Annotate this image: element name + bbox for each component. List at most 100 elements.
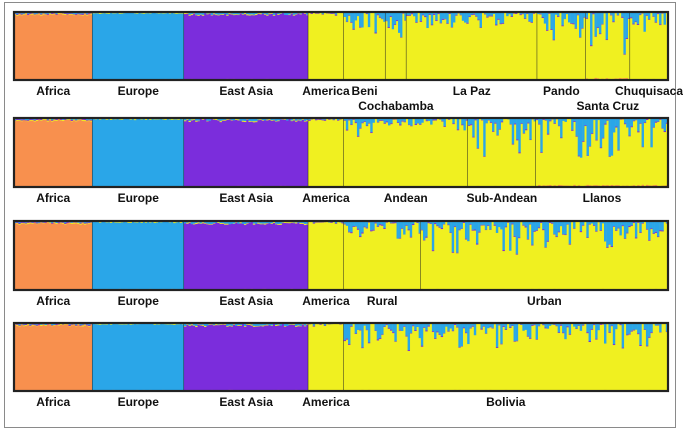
admixture-bar xyxy=(452,123,455,125)
admixture-bar xyxy=(645,221,649,229)
admixture-bar xyxy=(572,12,575,24)
admixture-bar xyxy=(173,222,176,224)
admixture-bar xyxy=(223,119,227,121)
admixture-bar xyxy=(577,325,580,326)
admixture-bar xyxy=(365,221,369,228)
admixture-bar xyxy=(24,223,28,225)
admixture-bar xyxy=(339,323,342,325)
admixture-bar xyxy=(469,327,472,329)
admixture-bar xyxy=(403,118,406,122)
admixture-bar xyxy=(294,120,298,122)
admixture-bar xyxy=(535,221,538,231)
admixture-bar xyxy=(634,237,638,239)
admixture-bar xyxy=(212,324,216,326)
admixture-bar xyxy=(573,221,576,229)
admixture-bar xyxy=(312,325,316,327)
admixture-bar xyxy=(186,119,189,121)
admixture-bar xyxy=(306,12,309,15)
admixture-bar xyxy=(552,39,555,41)
admixture-bar xyxy=(482,221,485,225)
admixture-bar xyxy=(215,118,218,121)
admixture-bar xyxy=(527,118,530,123)
admixture-bar xyxy=(252,323,256,326)
admixture-bar xyxy=(466,12,469,23)
admixture-bar xyxy=(435,20,438,21)
admixture-bar xyxy=(270,12,273,14)
admixture-bar xyxy=(286,222,289,224)
admixture-bar xyxy=(387,327,391,329)
admixture-bar xyxy=(420,229,424,231)
admixture-bar xyxy=(638,12,642,15)
admixture-bar xyxy=(378,337,382,339)
admixture-bar xyxy=(162,118,165,120)
admixture-bar xyxy=(42,12,45,14)
admixture-bar xyxy=(595,221,598,231)
admixture-bar xyxy=(475,221,479,244)
admixture-bar xyxy=(592,13,595,15)
admixture-bar xyxy=(348,15,351,16)
admixture-bar xyxy=(516,118,519,140)
admixture-bar xyxy=(557,231,561,233)
admixture-bar xyxy=(230,13,234,15)
admixture-bar xyxy=(438,323,441,334)
admixture-bar xyxy=(544,221,547,248)
admixture-bar xyxy=(403,221,406,235)
admixture-bar xyxy=(452,118,455,124)
admixture-bar xyxy=(48,119,52,121)
admixture-bar xyxy=(261,325,265,327)
admixture-bar xyxy=(625,12,629,39)
admixture-bar xyxy=(449,221,452,233)
admixture-bar xyxy=(637,118,640,132)
admixture-bar xyxy=(595,323,598,339)
admixture-bar xyxy=(356,228,360,230)
admixture-bar xyxy=(456,118,460,130)
admixture-bar xyxy=(508,12,511,15)
admixture-bar xyxy=(252,121,256,123)
admixture-bar xyxy=(626,323,629,335)
admixture-bar xyxy=(586,332,589,334)
admixture-bar xyxy=(645,12,649,16)
admixture-bar xyxy=(235,118,238,120)
admixture-bar xyxy=(480,328,483,330)
group-america xyxy=(308,118,344,187)
admixture-bar xyxy=(188,14,191,16)
admixture-bar xyxy=(46,120,50,122)
admixture-bar xyxy=(487,225,490,226)
admixture-bar xyxy=(241,221,245,224)
admixture-bar xyxy=(500,118,504,122)
admixture-bar xyxy=(489,118,493,123)
admixture-bar xyxy=(359,12,362,27)
admixture-bar xyxy=(604,323,607,344)
admixture-bar xyxy=(37,222,41,224)
admixture-bar xyxy=(219,118,222,122)
admixture-bar xyxy=(392,323,395,333)
admixture-bar xyxy=(343,221,347,224)
admixture-bar xyxy=(68,13,71,15)
admixture-bar xyxy=(272,222,276,223)
group-sub-andean xyxy=(467,118,537,187)
admixture-bar xyxy=(239,324,242,326)
admixture-bar xyxy=(408,12,412,16)
admixture-bar xyxy=(460,221,463,229)
admixture-bar xyxy=(504,221,508,227)
admixture-bar xyxy=(59,221,63,223)
admixture-bar xyxy=(524,226,527,228)
admixture-bar xyxy=(480,224,483,226)
admixture-bar xyxy=(492,131,495,132)
admixture-bar xyxy=(443,126,446,127)
admixture-bar xyxy=(639,344,642,346)
admixture-bar xyxy=(177,118,180,120)
admixture-bar xyxy=(420,221,424,230)
admixture-bar xyxy=(579,221,583,232)
admixture-bar xyxy=(578,12,582,38)
admixture-bar xyxy=(398,221,402,238)
admixture-bar xyxy=(44,221,47,223)
admixture-bar xyxy=(370,230,373,232)
admixture-bar xyxy=(226,221,229,224)
admixture-bar xyxy=(55,119,58,121)
admixture-bar xyxy=(376,221,380,227)
admixture-bar xyxy=(528,221,532,225)
admixture-bar xyxy=(458,229,461,231)
admixture-bar xyxy=(641,146,644,148)
admixture-bar xyxy=(425,330,428,332)
